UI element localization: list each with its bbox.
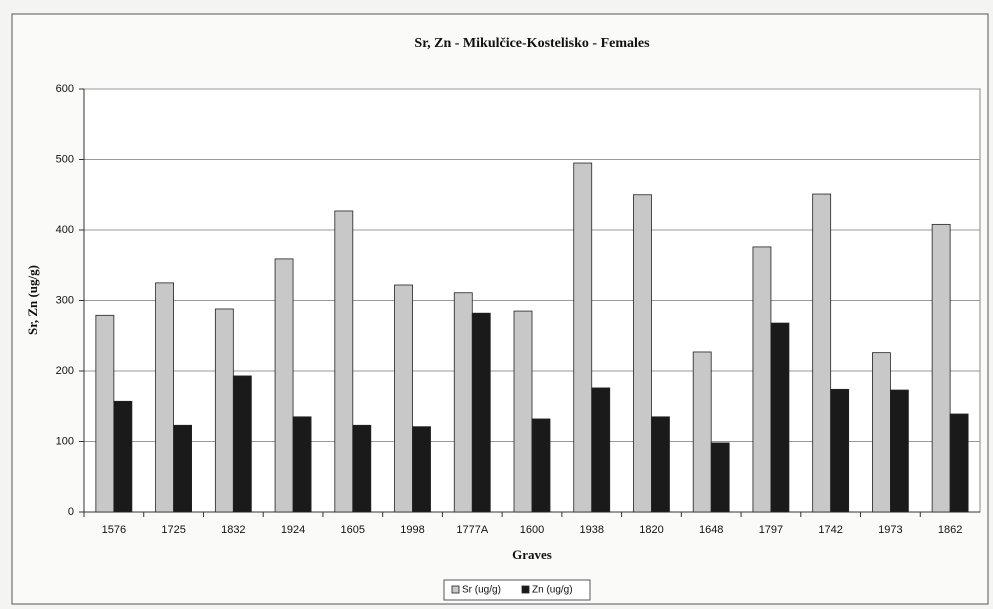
bar [232, 375, 252, 513]
legend-swatch [451, 585, 460, 594]
legend-swatch [521, 585, 530, 594]
y-tick-label: 200 [56, 365, 74, 377]
bar [931, 223, 951, 513]
x-tick-label: 1924 [281, 524, 305, 536]
bar [471, 312, 491, 513]
x-tick-label: 1973 [878, 524, 902, 536]
x-axis-label: Graves [512, 547, 552, 562]
x-tick-label: 1797 [759, 524, 783, 536]
bar [812, 193, 832, 513]
bar [453, 292, 473, 513]
bar [573, 162, 593, 513]
bar [591, 387, 611, 513]
bar [113, 400, 133, 513]
bar [531, 418, 551, 513]
bar [292, 416, 312, 513]
bar [274, 258, 294, 513]
bar [752, 246, 772, 513]
bar [872, 352, 891, 513]
x-tick-label: 1820 [639, 524, 663, 536]
x-tick-label: 1600 [520, 524, 544, 536]
x-tick-label: 1725 [161, 524, 185, 536]
y-tick-label: 600 [56, 83, 74, 95]
bar [513, 310, 533, 513]
bar [394, 284, 413, 513]
bar [155, 282, 175, 513]
legend-label: Sr (ug/g) [462, 585, 501, 596]
y-tick-label: 400 [56, 224, 74, 236]
x-tick-label: 1998 [400, 524, 424, 536]
y-tick-label: 100 [56, 435, 74, 447]
chart-title: Sr, Zn - Mikulčice-Kostelisko - Females [414, 36, 650, 51]
bar [334, 210, 354, 513]
legend-label: Zn (ug/g) [532, 585, 573, 596]
x-tick-label: 1576 [102, 524, 126, 536]
x-tick-label: 1832 [221, 524, 245, 536]
bar [692, 351, 712, 513]
y-tick-label: 0 [68, 506, 74, 518]
x-tick-label: 1742 [818, 524, 842, 536]
bar [830, 388, 850, 513]
bar [770, 322, 790, 513]
x-tick-label: 1862 [938, 524, 962, 536]
x-tick-label: 1777A [456, 524, 488, 536]
bar [412, 426, 431, 513]
bar [95, 314, 115, 513]
bar [949, 413, 969, 513]
x-tick-label: 1648 [699, 524, 723, 536]
y-tick-label: 500 [56, 153, 74, 165]
bar [633, 194, 652, 513]
bar [173, 424, 193, 513]
y-axis-label: Sr, Zn (ug/g) [25, 265, 40, 335]
x-tick-label: 1605 [341, 524, 365, 536]
y-tick-label: 300 [56, 294, 74, 306]
bar [352, 424, 372, 513]
bar [890, 389, 909, 513]
x-tick-label: 1938 [579, 524, 603, 536]
bar [651, 416, 670, 513]
bar [710, 442, 730, 513]
legend-box [443, 579, 591, 601]
bar [214, 308, 234, 513]
